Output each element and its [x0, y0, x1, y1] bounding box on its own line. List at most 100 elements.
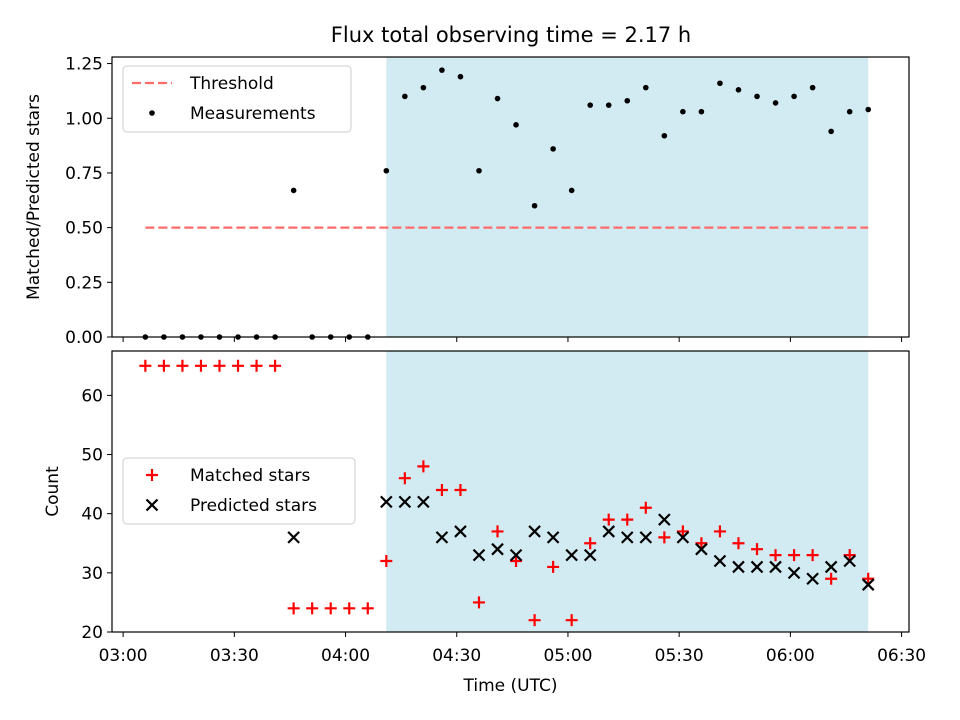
predicted-star-point	[509, 548, 523, 562]
matched-star-point	[324, 602, 337, 615]
predicted-star-point	[472, 548, 486, 562]
predicted-star-point	[843, 554, 856, 568]
bottom-y-tick-label: 30	[81, 564, 103, 584]
measurement-point	[568, 187, 575, 194]
measurement-point	[420, 84, 427, 91]
matched-star-point	[194, 359, 207, 372]
measurement-point	[457, 73, 464, 80]
matched-star-point	[639, 501, 652, 514]
top-legend-box	[122, 65, 352, 133]
matched-star-point	[862, 572, 875, 585]
predicted-star-point	[602, 525, 616, 538]
predicted-star-point	[824, 560, 838, 574]
bottom-y-tick-label: 60	[81, 386, 103, 406]
bottom-y-tick-label: 40	[81, 505, 103, 525]
predicted-star-point	[769, 560, 782, 574]
predicted-star-point	[287, 531, 300, 544]
matched-star-point	[547, 560, 560, 573]
predicted-star-point	[398, 495, 412, 509]
measurement-point	[605, 102, 612, 108]
x-tick-label: 04:30	[432, 646, 481, 666]
predicted-star-point	[658, 513, 671, 526]
matched-star-point	[565, 614, 578, 627]
matched-star-point	[843, 549, 856, 562]
chart-title: Flux total observing time = 2.17 h	[331, 23, 691, 47]
predicted-star-point	[620, 531, 634, 544]
matched-star-point	[232, 359, 245, 372]
measurement-point	[735, 87, 742, 93]
predicted-star-point	[787, 566, 801, 580]
top-legend-label: Measurements	[190, 104, 316, 124]
predicted-star-point	[806, 572, 819, 586]
matched-star-point	[769, 549, 782, 562]
bottom-legend-box	[122, 457, 356, 525]
measurement-point	[439, 67, 445, 73]
matched-star-point	[584, 537, 597, 550]
matched-star-point	[343, 602, 356, 615]
x-tick-label: 04:00	[321, 646, 370, 666]
matched-star-point	[602, 513, 615, 526]
matched-star-point	[510, 555, 523, 568]
predicted-star-point	[732, 560, 745, 574]
bottom-axes-frame	[111, 350, 910, 633]
matched-star-point	[157, 359, 170, 372]
top-y-tick-label: 1.25	[65, 55, 103, 75]
x-tick-label: 05:30	[655, 646, 704, 666]
matched-star-point	[398, 472, 411, 485]
x-tick-label: 06:00	[766, 646, 815, 666]
matched-star-point	[176, 359, 189, 372]
matched-star-point	[658, 531, 671, 544]
measurement-point	[828, 128, 834, 135]
matched-star-point	[213, 359, 226, 372]
measurement-point	[754, 93, 760, 100]
legend-measurement-swatch	[149, 110, 155, 116]
top-y-tick-label: 1.00	[65, 109, 103, 129]
measurement-point	[513, 122, 519, 128]
predicted-star-point	[583, 548, 597, 562]
matched-star-point	[491, 525, 504, 538]
matched-star-point	[621, 513, 634, 526]
bottom-y-axis-label: Count	[43, 466, 63, 517]
matched-star-point	[676, 525, 689, 538]
measurement-point	[290, 187, 297, 194]
predicted-star-point	[546, 531, 560, 544]
measurement-point	[531, 202, 538, 209]
bottom-y-tick-label: 50	[81, 446, 103, 466]
legend-predicted-swatch	[145, 498, 159, 512]
bottom-y-tick-label: 20	[81, 623, 103, 643]
top-y-tick-label: 0.75	[65, 164, 103, 184]
matched-star-point	[380, 555, 393, 568]
top-axes-frame	[111, 56, 910, 338]
measurement-point	[698, 108, 705, 115]
bottom-shaded-region	[386, 351, 869, 632]
measurement-point	[643, 84, 649, 91]
top-y-tick-label: 0.25	[65, 273, 103, 293]
matched-star-point	[806, 549, 819, 562]
measurement-point	[624, 97, 631, 104]
matched-star-point	[454, 484, 467, 497]
top-shaded-region	[386, 57, 869, 337]
top-y-tick-label: 0.50	[65, 219, 103, 239]
matched-star-point	[788, 549, 801, 562]
predicted-star-point	[695, 542, 708, 556]
bottom-legend-label: Predicted stars	[190, 496, 317, 516]
predicted-star-point	[676, 531, 690, 544]
measurement-point	[383, 167, 390, 174]
predicted-star-point	[750, 560, 764, 574]
predicted-star-point	[417, 495, 430, 509]
matched-star-point	[528, 614, 541, 627]
measurement-point	[402, 93, 408, 100]
matched-star-point	[417, 460, 430, 473]
matched-star-point	[825, 572, 838, 585]
predicted-star-point	[454, 525, 467, 538]
predicted-star-point	[380, 495, 393, 509]
legend-matched-swatch	[146, 469, 158, 481]
matched-star-point	[751, 543, 764, 556]
matched-star-point	[139, 359, 152, 372]
matched-star-point	[732, 537, 745, 550]
matched-star-point	[250, 359, 263, 372]
measurement-point	[809, 84, 816, 91]
x-axis-label: Time (UTC)	[463, 676, 558, 696]
x-tick-label: 05:00	[543, 646, 592, 666]
predicted-star-point	[565, 548, 578, 562]
